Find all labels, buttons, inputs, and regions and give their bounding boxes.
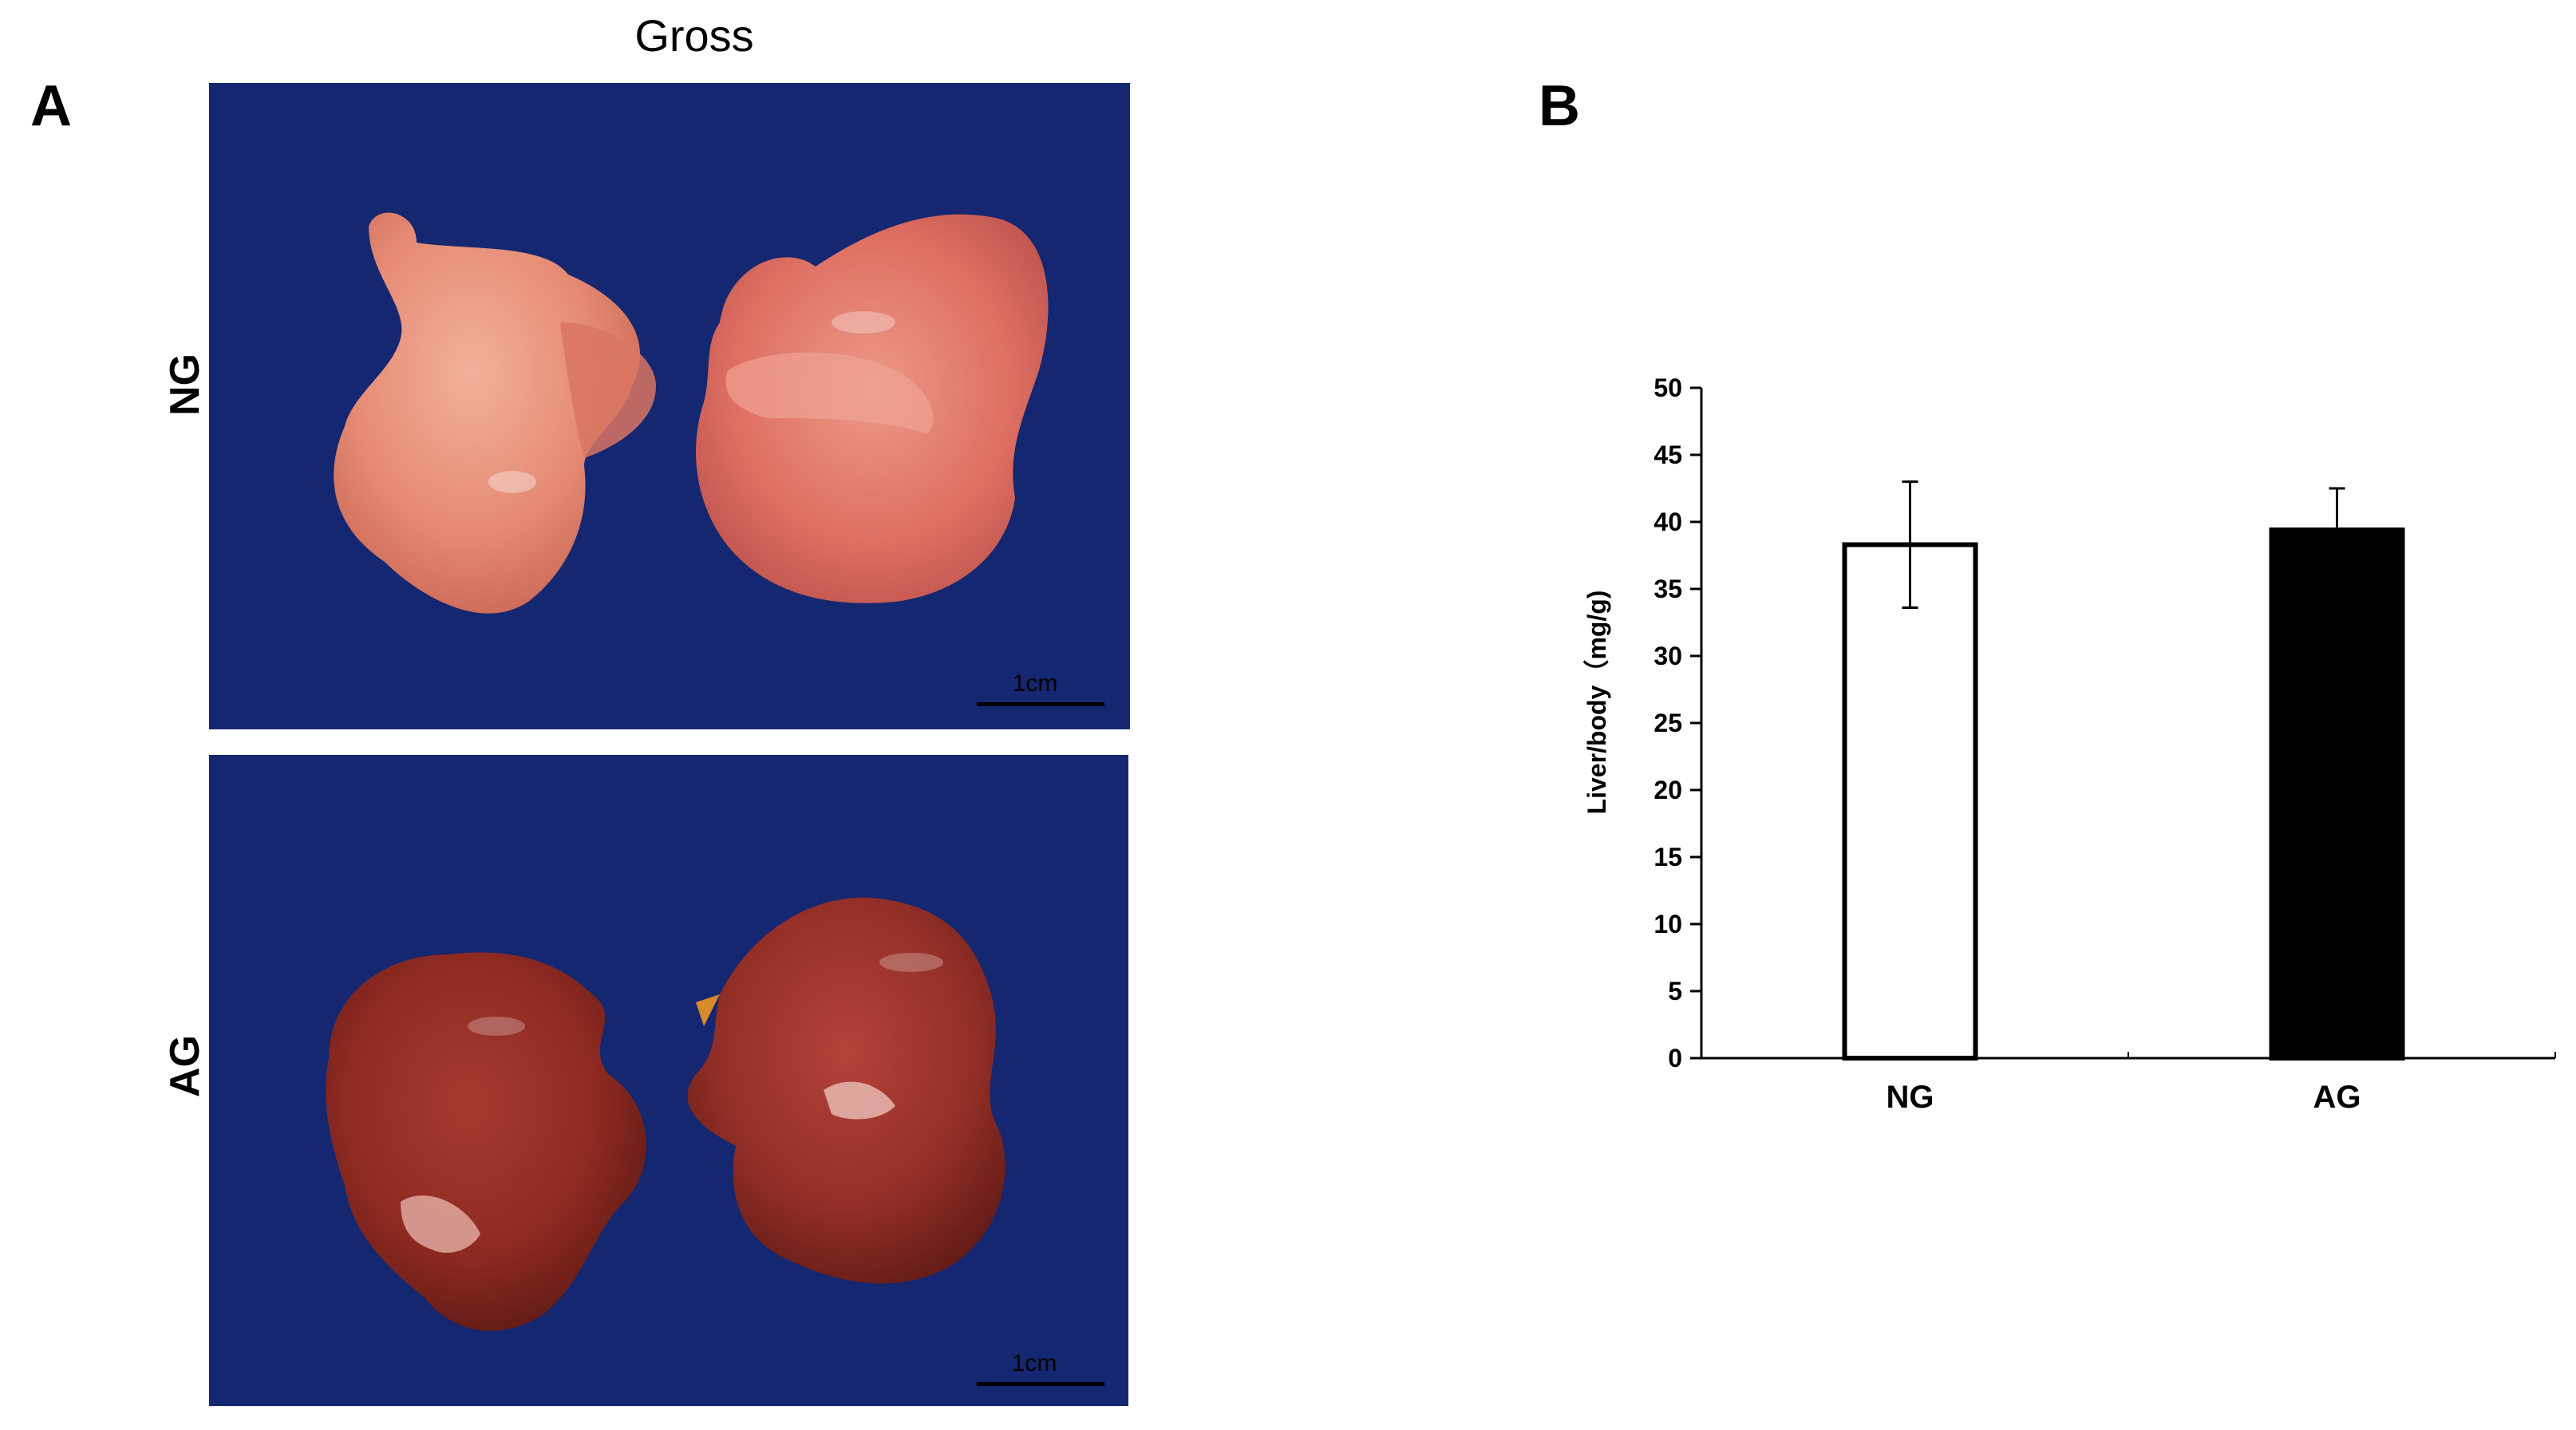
scale-bar-label-ng: 1cm (1012, 670, 1058, 697)
y-tick-label: 20 (1653, 776, 1682, 804)
row-label-ng: NG (162, 354, 208, 416)
y-tick-label: 5 (1668, 977, 1682, 1005)
bar-ng (1842, 542, 1978, 1061)
y-tick-label: 30 (1653, 642, 1682, 670)
photo-ng-liver: 1cm (209, 83, 1130, 729)
gross-title: Gross (634, 10, 754, 61)
liver-body-bar-chart: 0 5 10 15 20 25 30 35 40 45 50 NG AG Liver/body（mg/g… (1582, 373, 2556, 1115)
photo-ag-liver: 1cm (209, 755, 1128, 1406)
y-tick-label: 0 (1668, 1044, 1682, 1072)
y-tick-label: 10 (1653, 910, 1682, 938)
x-category-label: AG (2313, 1080, 2361, 1115)
x-category-label: NG (1887, 1080, 1934, 1115)
ng-liver-illustration (334, 212, 1049, 614)
ag-connective-left (401, 1195, 480, 1253)
row-label-ag: AG (162, 1035, 208, 1097)
ng-liver-left (334, 212, 641, 614)
y-tick-label: 25 (1653, 709, 1682, 737)
ng-liver-right-fold (725, 352, 934, 434)
ag-connective-right (824, 1081, 895, 1120)
scale-bar-ag (977, 1382, 1104, 1386)
y-tick-label: 45 (1653, 440, 1682, 469)
y-tick-label: 50 (1653, 373, 1682, 402)
panel-letter-b: B (1539, 74, 1580, 138)
scale-bar-ng (977, 702, 1104, 706)
scale-bar-label-ag: 1cm (1011, 1350, 1057, 1377)
y-tick-label: 40 (1653, 508, 1682, 536)
y-tick-label: 15 (1653, 843, 1682, 871)
ag-liver-illustration (326, 897, 1006, 1331)
panel-letter-a: A (30, 74, 72, 138)
ng-liver-left-lobe (560, 322, 656, 458)
y-axis-label: Liver/body（mg/g) (1582, 591, 1611, 815)
y-tick-label: 35 (1653, 575, 1682, 603)
ag-liver-left (326, 952, 646, 1331)
bar-ag (2269, 527, 2405, 1061)
